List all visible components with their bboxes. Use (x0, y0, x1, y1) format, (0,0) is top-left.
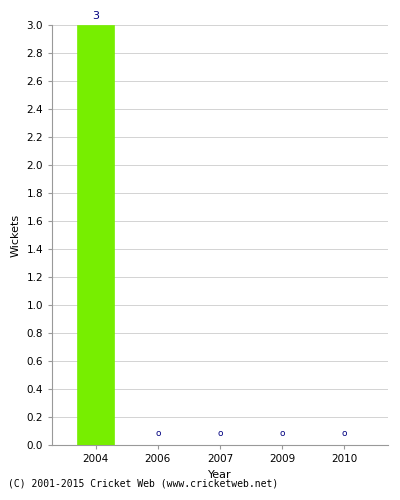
Text: (C) 2001-2015 Cricket Web (www.cricketweb.net): (C) 2001-2015 Cricket Web (www.cricketwe… (8, 479, 278, 489)
Y-axis label: Wickets: Wickets (11, 214, 21, 256)
X-axis label: Year: Year (208, 470, 232, 480)
Text: o: o (280, 429, 285, 438)
Bar (77, 25, 114, 445)
Text: o: o (217, 429, 223, 438)
Text: o: o (342, 429, 347, 438)
Text: 3: 3 (92, 11, 99, 21)
Text: o: o (155, 429, 160, 438)
